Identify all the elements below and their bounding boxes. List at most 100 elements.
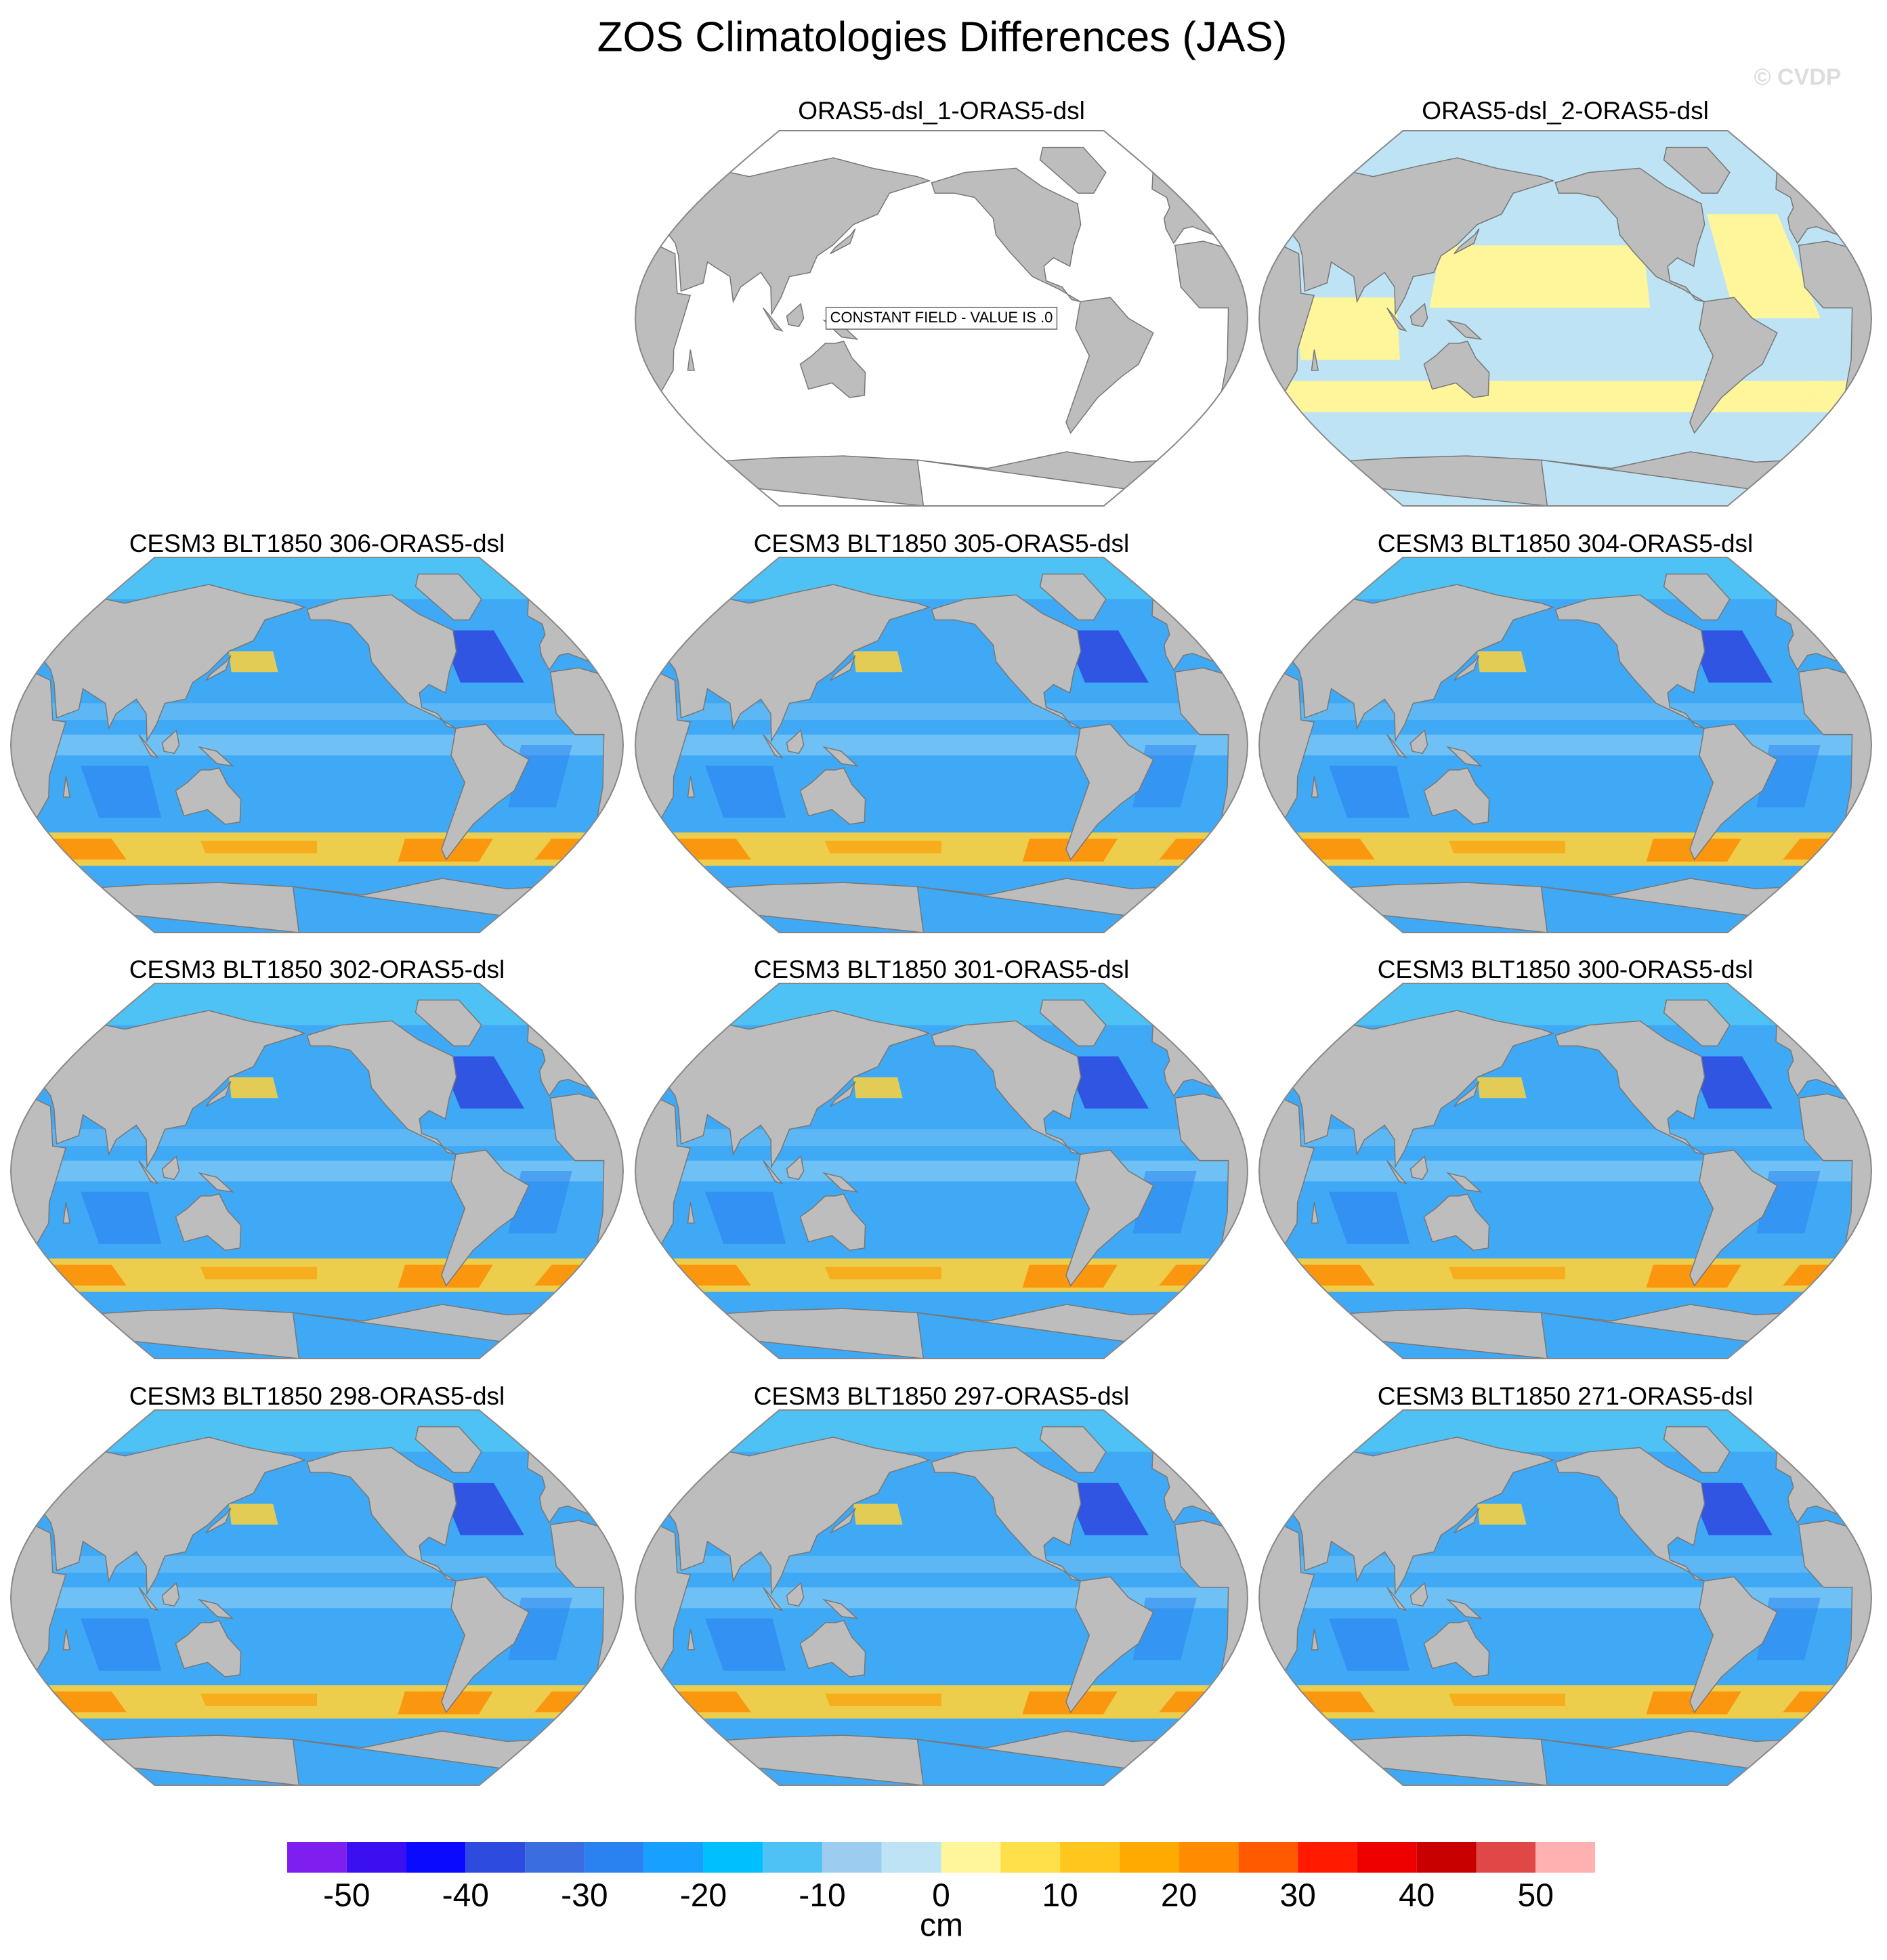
field-patch	[1063, 1056, 1149, 1109]
land	[1454, 655, 1480, 681]
land	[1065, 297, 1154, 434]
land	[931, 1020, 1082, 1155]
land	[1386, 1160, 1407, 1185]
field-patch	[1687, 1056, 1773, 1109]
land	[1311, 1202, 1319, 1224]
colorbar-box	[1416, 1842, 1477, 1873]
field-patch	[1159, 1691, 1248, 1713]
land	[1798, 1520, 1871, 1672]
land	[1423, 767, 1490, 825]
land	[1663, 146, 1731, 194]
land	[687, 1202, 696, 1224]
field-patch	[439, 1483, 524, 1535]
land	[830, 1081, 856, 1107]
colorbar-box	[465, 1842, 526, 1873]
land	[1689, 1149, 1778, 1287]
land	[1663, 573, 1731, 621]
land	[1259, 146, 1344, 194]
field-patch	[1783, 838, 1871, 860]
land	[1798, 667, 1871, 819]
land	[1409, 1582, 1428, 1607]
land	[62, 1202, 71, 1224]
map-outline	[1258, 130, 1873, 507]
field-patch	[853, 1077, 903, 1099]
field-patch	[1707, 214, 1821, 318]
field-patch	[1477, 1504, 1527, 1525]
land	[1174, 1520, 1248, 1672]
annotation: CONSTANT FIELD - VALUE IS .0	[830, 309, 1053, 326]
land	[209, 341, 310, 398]
land	[635, 240, 692, 392]
land	[931, 1447, 1082, 1582]
land	[1446, 319, 1483, 340]
field-patch	[200, 1693, 317, 1706]
land	[635, 999, 721, 1047]
land	[306, 1447, 457, 1582]
field-patch	[1329, 765, 1410, 818]
colorbar-tick-label: -20	[680, 1878, 727, 1914]
map-panel: CESM3 BLT1850 304-ORAS5-dsl	[1258, 530, 1873, 933]
land	[635, 1304, 925, 1359]
field-patch	[534, 1264, 623, 1286]
land	[161, 1155, 180, 1180]
map-outline	[1258, 983, 1873, 1359]
land	[415, 999, 482, 1047]
field-patch	[1271, 838, 1375, 860]
panel-title: CESM3 BLT1850 304-ORAS5-dsl	[1378, 530, 1754, 557]
land	[763, 307, 784, 332]
field-patch	[705, 765, 786, 818]
field-patch	[1448, 840, 1565, 853]
land	[198, 1172, 234, 1193]
panel-title: CESM3 BLT1850 300-ORAS5-dsl	[1378, 956, 1754, 983]
field-patch	[1259, 1160, 1838, 1182]
land	[635, 1426, 721, 1474]
land	[198, 746, 234, 767]
field-patch	[1429, 245, 1651, 308]
colorbar-tick-label: 40	[1399, 1878, 1435, 1914]
land	[175, 767, 242, 825]
field-patch	[1295, 297, 1400, 360]
land	[415, 1426, 482, 1474]
field-patch	[200, 840, 317, 853]
map-outline	[634, 983, 1249, 1359]
land	[549, 667, 623, 819]
land	[205, 1081, 232, 1107]
land	[1409, 303, 1428, 328]
land	[259, 229, 320, 254]
watermark: © CVDP	[1754, 64, 1842, 90]
field-patch	[824, 1693, 941, 1706]
annotation-box	[825, 307, 1058, 330]
land	[441, 1149, 530, 1287]
land	[138, 734, 159, 759]
field-patch	[648, 838, 751, 860]
land	[306, 594, 457, 729]
land	[1446, 1172, 1483, 1193]
field-patch	[0, 1483, 4, 1535]
colorbar-box	[1535, 1842, 1595, 1873]
land	[799, 1193, 866, 1251]
colorbar-box	[822, 1842, 882, 1873]
land	[687, 1629, 696, 1650]
field-patch	[853, 651, 903, 673]
field-patch	[1063, 630, 1149, 683]
land	[438, 168, 603, 301]
map-area	[1259, 131, 1871, 506]
land	[635, 451, 925, 506]
map-outline	[9, 983, 624, 1359]
land	[763, 1160, 784, 1185]
field-patch	[1063, 1483, 1149, 1535]
land	[1554, 1020, 1705, 1155]
field-patch	[1329, 1618, 1410, 1671]
land	[138, 1160, 159, 1185]
land	[1798, 240, 1871, 393]
land	[11, 573, 96, 621]
field-patch	[824, 840, 941, 853]
land	[1174, 240, 1248, 393]
land	[1663, 1426, 1731, 1474]
field-patch	[23, 838, 127, 860]
land	[786, 1155, 805, 1180]
field-patch	[1271, 1264, 1375, 1286]
field-patch	[853, 1504, 903, 1525]
field-patch	[635, 1160, 1214, 1182]
